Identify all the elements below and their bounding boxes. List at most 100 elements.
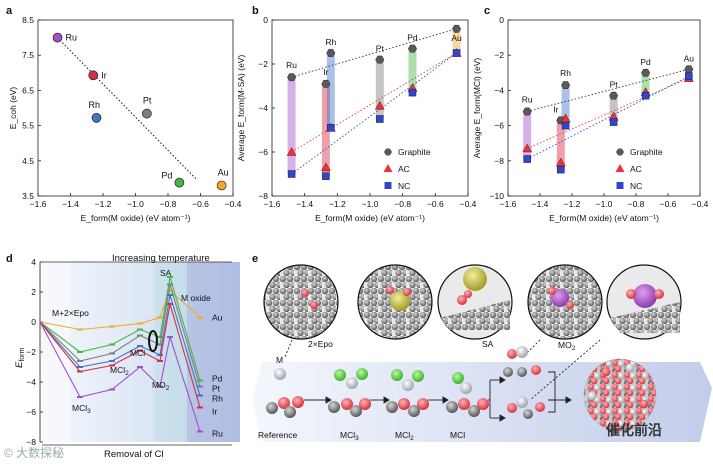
e-circle-2 (357, 264, 433, 340)
d-ylabel-main: E (14, 361, 25, 368)
a-label-pd: Pd (161, 171, 172, 181)
watermark-left: © 大数探秘 (4, 446, 65, 460)
panel-e-schematic: M 2×Epo SA MO2 (252, 264, 712, 442)
b-metal-label-ru: Ru (286, 60, 297, 70)
d-series-label-pd: Pd (212, 374, 223, 384)
e-mol-mo2-bottom (507, 396, 545, 419)
watermark-right: 催化前沿 (606, 422, 662, 438)
e-step-mcl2-sub: 2 (410, 435, 414, 442)
c-bar-rh (561, 85, 570, 126)
d-ytick-label: 4 (31, 257, 36, 267)
e-mol-mcl (446, 372, 489, 417)
b-metal-label-pd: Pd (407, 33, 418, 43)
a-frame (37, 19, 234, 197)
d-ylabel: Eform (14, 347, 26, 368)
e-label-mo2-sub: 2 (572, 345, 576, 352)
e-circle-5 (606, 264, 682, 340)
a-point-ru (52, 32, 63, 43)
panel-label-a: a (6, 5, 13, 17)
b-bar-ru (287, 77, 296, 174)
c-xtick-label: −1.6 (500, 199, 517, 209)
a-label-rh: Rh (89, 100, 101, 110)
c-nc-ir (557, 165, 565, 174)
b-legend-ac-marker (383, 164, 393, 172)
c-xlabel: E_form(M oxide) (eV atom⁻¹) (549, 213, 659, 223)
a-xtick-label: −0.8 (160, 199, 177, 209)
a-ytick-label: 6.5 (22, 85, 34, 95)
b-legend-nc: NC (398, 181, 410, 191)
chart-b: −1.6 −1.4 −1.2 −1.0 −0.8 −0.6 −0.4 −8 −6 −4 −2 0 E_f… (236, 15, 477, 223)
d-stage-mcl3-sub: 3 (87, 408, 91, 415)
c-xtick-label: −0.8 (628, 199, 645, 209)
d-ytick-label: 2 (31, 287, 36, 297)
e-mol-mo2-top (503, 346, 541, 377)
b-trend-ac (291, 52, 457, 153)
b-nc-ru (287, 170, 296, 178)
chart-a: −1.6 −1.4 −1.2 −1.0 −0.8 −0.6 −0.4 3.5 4.5 5.5 6.5… (8, 15, 242, 223)
c-metal-label-pd: Pd (640, 57, 651, 67)
chart-c: −1.6 −1.4 −1.2 −1.0 −0.8 −0.6 −0.4 −10 −8 −6 −4 −2 0… (472, 15, 709, 223)
a-ytick-label: 3.5 (22, 191, 34, 201)
c-xtick-label: −1.4 (532, 199, 549, 209)
c-nc-pd (641, 91, 650, 100)
e-mol-mcl3 (328, 368, 371, 417)
b-ytick-label: 0 (263, 15, 268, 25)
c-metal-label-au: Au (684, 53, 695, 63)
d-ytick-label: −6 (26, 407, 36, 417)
d-band-oxide (187, 262, 240, 442)
d-stage-mo2-sub: 2 (166, 385, 170, 392)
b-legend-nc-marker (384, 182, 392, 189)
b-xtick-label: −0.4 (460, 199, 477, 209)
b-graphite-ir (321, 79, 331, 88)
c-ytick-label: −6 (494, 121, 504, 131)
d-footer: Removal of Cl (104, 449, 164, 460)
d-stage-moxide: M oxide (181, 293, 211, 303)
c-ytick-label: −8 (494, 156, 504, 166)
b-nc-au (452, 49, 461, 57)
c-ytick-label: −4 (494, 85, 504, 95)
b-metal-label-au: Au (451, 33, 462, 43)
d-series-label-au: Au (212, 313, 223, 323)
d-highlight-ellipse (148, 330, 158, 352)
a-label-pt: Pt (143, 96, 152, 106)
e-step-mcl2-main: MCl (395, 430, 410, 440)
c-metal-label-pt: Pt (610, 80, 619, 90)
d-stage-sa: SA (160, 268, 172, 278)
b-ytick-label: −2 (258, 59, 268, 69)
b-legend-graphite: Graphite (398, 147, 431, 157)
e-arrows (284, 339, 601, 422)
panel-label-d: d (6, 253, 13, 265)
a-trend-line (57, 37, 198, 181)
c-graphite-pt (609, 91, 619, 100)
c-trend-nc (526, 75, 690, 160)
d-ytick-label: −4 (26, 377, 36, 387)
b-ac-pt (374, 100, 385, 110)
b-graphite-ru (287, 73, 297, 82)
e-step-mcl3-main: MCl (340, 430, 355, 440)
e-label-sa: SA (482, 339, 494, 349)
b-nc-pd (408, 88, 417, 97)
c-metal-label-ir: Ir (553, 104, 558, 114)
b-legend-ac: AC (398, 164, 410, 174)
e-step-mcl3-sub: 3 (355, 435, 359, 442)
d-ylabel-sub: form (19, 347, 26, 361)
c-xtick-label: −0.4 (692, 199, 709, 209)
a-xtick-label: −0.4 (225, 199, 242, 209)
d-series-label-rh: Rh (212, 394, 223, 404)
e-circle-1 (263, 264, 339, 340)
c-frame (507, 19, 701, 197)
panel-label-c: c (484, 5, 490, 17)
e-step-mcl3: MCl3 (340, 430, 359, 442)
b-bar-pt (375, 59, 384, 119)
b-bar-au (452, 28, 461, 53)
c-bar-pt (609, 95, 618, 123)
c-xtick-label: −0.6 (660, 199, 677, 209)
d-stage-mcl3-main: MCl (72, 403, 87, 413)
a-xtick-label: −1.6 (30, 199, 47, 209)
c-graphite-ru (522, 107, 532, 116)
c-ytick-label: 0 (499, 15, 504, 25)
b-nc-rh (327, 124, 335, 132)
b-graphite-pt (375, 55, 385, 64)
c-metal-label-rh: Rh (560, 68, 571, 78)
